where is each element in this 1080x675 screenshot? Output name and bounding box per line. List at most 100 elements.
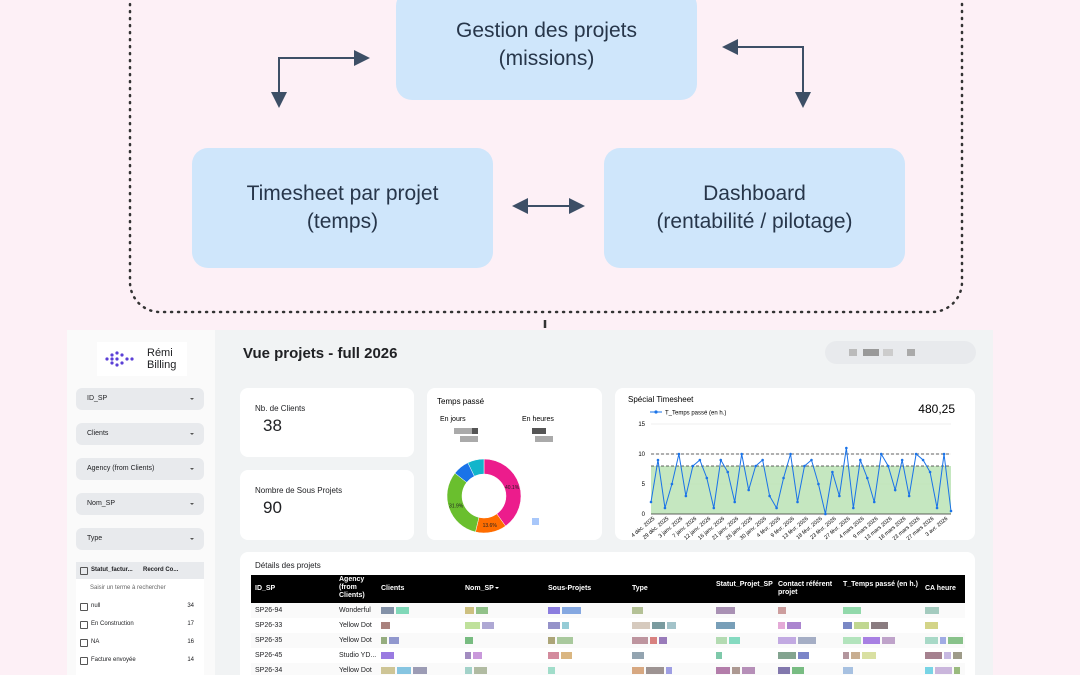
data-point (712, 506, 716, 510)
table-cell: Studio YD... (339, 652, 377, 659)
arrow (271, 50, 370, 108)
redacted (843, 637, 861, 644)
data-point (824, 512, 827, 516)
redacted (925, 622, 938, 629)
y-tick-label: 15 (638, 422, 645, 428)
donut-chart: Temps passé En jours En heures 40.1% 13.6% 31… (437, 397, 554, 534)
donut-segment (483, 458, 522, 527)
filter-dropdown[interactable]: Type (76, 528, 204, 550)
redacted (798, 637, 816, 644)
data-point (865, 476, 869, 480)
data-point (733, 500, 737, 504)
redacted (548, 607, 560, 614)
kpi-label: Nombre de Sous Projets (255, 486, 343, 495)
y-tick-label: 5 (642, 482, 646, 488)
kpi-value: 90 (263, 498, 282, 517)
table-cell: SP26-45 (255, 652, 283, 659)
reference-band (651, 466, 951, 514)
redacted (548, 637, 555, 644)
redacted (778, 637, 796, 644)
redacted (667, 622, 676, 629)
filter-dropdown[interactable]: Nom_SP (76, 493, 204, 515)
filter-list-header-bg[interactable] (76, 562, 204, 579)
redacted (659, 637, 667, 644)
kpi-card: Nombre de Sous Projets 90 (240, 470, 414, 540)
filter-count[interactable]: 17 (187, 621, 194, 627)
redacted (535, 436, 553, 442)
redacted (465, 637, 473, 644)
redacted (396, 607, 409, 614)
redacted (940, 637, 946, 644)
data-point (817, 482, 820, 486)
filter-count[interactable]: 34 (187, 603, 194, 609)
redacted (632, 667, 644, 674)
filter-item[interactable]: null (91, 603, 101, 609)
series-line (650, 447, 952, 515)
filter-list-header[interactable]: Record Co... (143, 567, 179, 573)
redacted (798, 652, 809, 659)
filter-item[interactable]: Facture envoyée (91, 657, 136, 663)
segment-label: 13.6% (483, 523, 498, 529)
redacted (413, 667, 427, 674)
date-selector[interactable] (825, 341, 976, 364)
checkbox (80, 567, 88, 575)
filter-count[interactable]: 16 (187, 639, 194, 645)
redacted (482, 622, 494, 629)
checkbox (80, 657, 88, 665)
data-point (921, 458, 925, 462)
chart-title: Spécial Timesheet (628, 395, 694, 404)
data-point (789, 452, 792, 456)
node: Gestion des projets (missions) (396, 0, 697, 100)
data-point (935, 506, 939, 510)
redacted (532, 428, 540, 434)
data-point (810, 458, 813, 462)
redacted (666, 667, 672, 674)
redacted (460, 436, 478, 442)
logo-line: Billing (147, 359, 177, 371)
filter-count[interactable]: 14 (187, 657, 194, 663)
data-point (754, 464, 757, 468)
redacted (732, 667, 740, 674)
redacted (646, 667, 664, 674)
filter-dropdown[interactable]: Clients (76, 423, 204, 445)
data-point (761, 458, 764, 462)
redacted (465, 607, 474, 614)
redacted (557, 637, 573, 644)
node-label: Dashboard (703, 182, 806, 205)
redacted (854, 622, 869, 629)
data-point (775, 506, 778, 510)
data-point (886, 464, 890, 468)
table-card: Détails des projets ID_SP Agency (from Cl… (240, 552, 975, 675)
checkbox (80, 603, 88, 611)
filter-dropdown[interactable]: Agency (from Clients) (76, 458, 204, 480)
kpi-label: Nb. de Clients (255, 404, 306, 413)
data-point (719, 458, 723, 462)
redacted (454, 428, 472, 434)
node-label: (missions) (498, 47, 595, 70)
redacted (778, 667, 790, 674)
redacted (843, 667, 853, 674)
data-point (796, 500, 799, 504)
redacted (778, 607, 786, 614)
data-point (691, 464, 695, 468)
filter-list[interactable]: Statut_factur... Record Co... Saisir un te… (76, 562, 204, 675)
filter-item[interactable]: En Construction (91, 621, 134, 627)
data-point (803, 464, 806, 468)
data-point (663, 506, 667, 510)
data-point (900, 458, 904, 462)
legend-swatch (532, 518, 539, 525)
redacted (465, 667, 472, 674)
chart-total: 480,25 (918, 402, 955, 416)
filter-item[interactable]: NA (91, 639, 100, 645)
checkbox (80, 621, 88, 629)
filter-dropdown[interactable]: ID_SP (76, 388, 204, 410)
filter-list-header[interactable]: Statut_factur... (91, 567, 133, 573)
redacted (944, 652, 951, 659)
table-cell: Yellow Dot (339, 622, 372, 629)
redacted (925, 607, 939, 614)
redacted (381, 622, 390, 629)
column-header: Nom_SP (465, 585, 494, 592)
redacted (871, 622, 888, 629)
column-header: Type (632, 585, 648, 592)
sidebar: Rémi Billing ID_SP Clients Agency (from Cl… (67, 330, 215, 675)
